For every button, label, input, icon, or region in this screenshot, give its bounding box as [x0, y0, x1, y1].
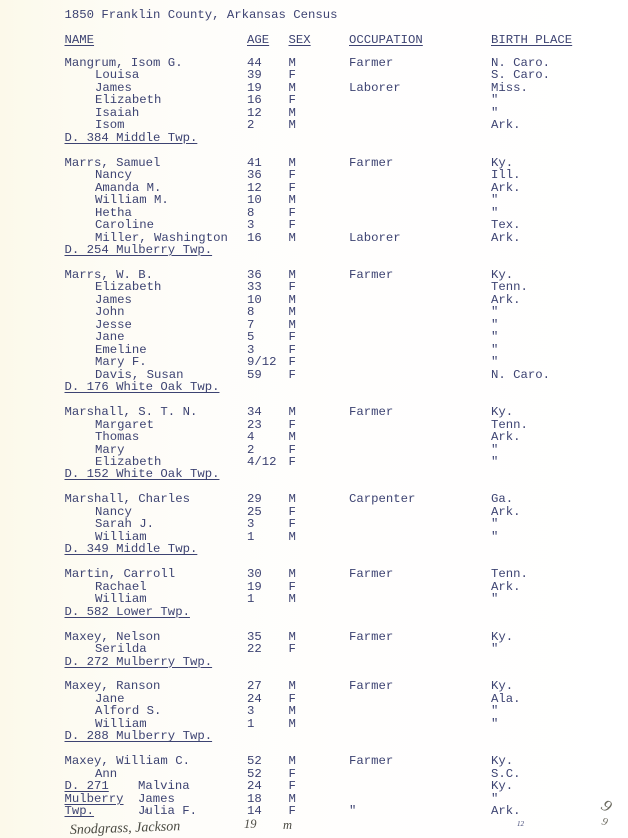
- svg-text:Snodgrass, Jackson: Snodgrass, Jackson: [70, 819, 181, 838]
- svg-text:9: 9: [600, 816, 610, 828]
- svg-text:9: 9: [600, 796, 616, 817]
